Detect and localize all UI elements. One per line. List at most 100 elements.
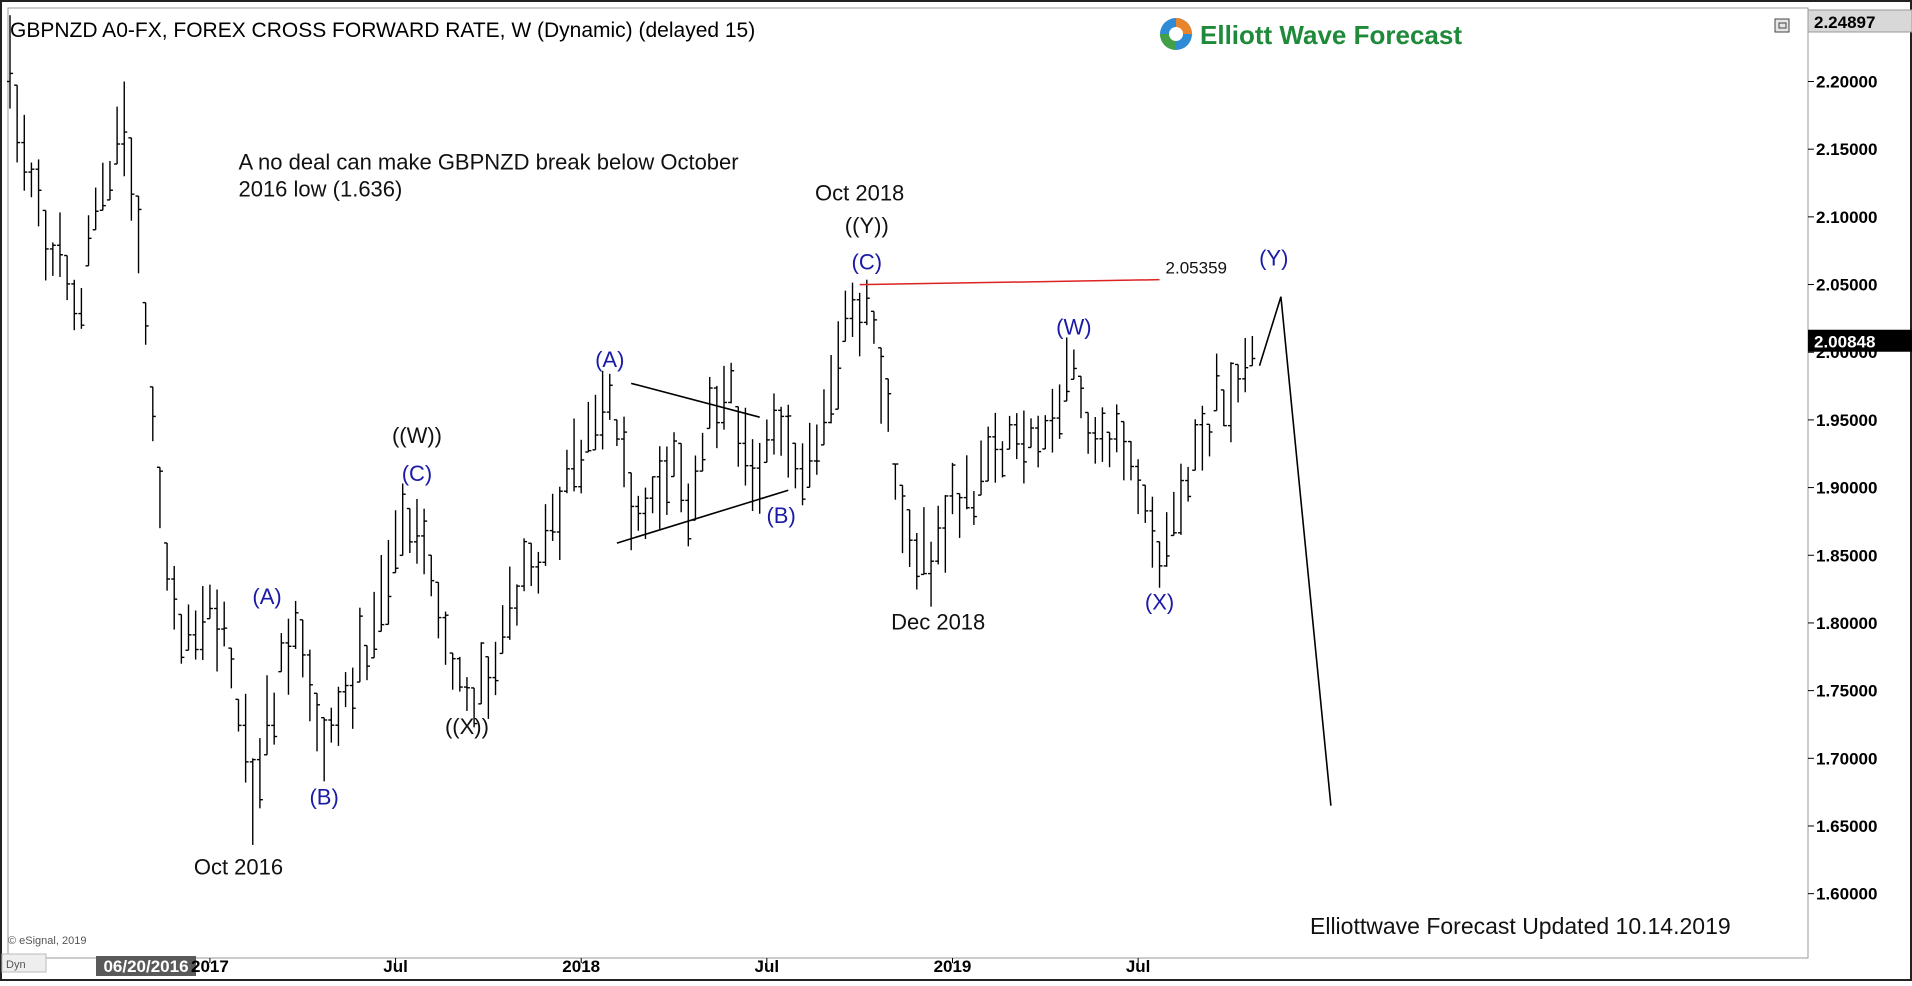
price-bar [1177,463,1184,535]
annotations: Oct 2016 Oct 2018 Dec 2018 A no deal can ma… [194,149,985,879]
price-tick-label: 2.05000 [1816,276,1877,295]
price-bar [235,698,242,732]
date-axis: 06/20/2016 2017 Jul 2018 Jul 2019 Jul [8,956,1808,976]
chart-annotation: A no deal can make GBPNZD break below Oc… [238,149,738,174]
chart-annotation: 2016 low (1.636) [238,177,402,202]
price-bar [292,600,299,649]
price-bar [928,541,935,607]
triangle-upper [630,382,760,418]
price-bar [920,507,927,576]
corner-label: Dyn [1,953,47,973]
price-bar [399,483,406,557]
price-bar [378,555,385,633]
price-bar [406,507,413,553]
price-axis: 2.200002.150002.100002.050002.000001.950… [1807,9,1912,904]
price-bar [956,492,963,538]
wave-label: ((W)) [392,423,442,448]
price-bar [628,472,635,551]
price-bar [64,254,71,301]
price-bar [728,362,735,404]
price-bar [656,446,663,529]
price-bar [1213,353,1220,412]
price-bar [963,455,970,510]
wave-label: (B) [309,784,338,809]
top-price-label: 2.24897 [1814,13,1875,32]
price-bar [14,84,21,163]
price-bar [913,532,920,590]
price-bar [685,483,692,547]
price-bar [1235,363,1242,403]
price-bar [542,504,549,566]
price-bar [842,290,849,343]
svg-text:Dyn: Dyn [6,959,26,971]
price-bar [549,493,556,541]
price-bar [699,432,706,472]
logo-globe-icon [1160,18,1192,50]
price-bar [806,422,813,488]
chart-annotation: Oct 2018 [815,181,904,206]
price-bar [1227,362,1234,443]
price-bar [621,416,628,488]
price-bar [471,687,478,728]
price-bar [678,442,685,513]
price-bar [314,692,321,752]
price-bar [1042,415,1049,450]
price-bar [849,282,856,337]
date-tick-label: Jul [383,957,408,976]
price-bar [1078,375,1084,419]
wave-label: (X) [1145,589,1174,614]
price-bar [335,686,342,746]
price-bar [485,656,492,719]
price-bar [106,160,113,201]
price-bar [178,613,185,664]
price-bar [56,212,63,277]
price-bar [592,394,599,451]
price-bar [28,162,35,198]
price-bar [763,419,770,464]
date-tick-label: Jul [755,957,780,976]
price-bar [413,498,420,564]
price-bar [492,641,499,696]
price-bar [256,738,263,809]
price-bar [449,652,456,690]
price-bar [785,404,792,478]
window-button-icon[interactable] [1774,18,1790,33]
price-bar [392,510,399,574]
price-bar [1170,491,1177,537]
price-bar [949,462,956,515]
copyright-text: © eSignal, 2019 [8,935,86,947]
price-bar [878,347,885,424]
price-bar [899,484,906,554]
price-bar [1013,413,1020,460]
price-bar [828,354,835,424]
date-tick-label: 2017 [191,957,229,976]
price-bar [1156,541,1163,588]
price-bar [1220,389,1227,427]
price-bar [978,440,985,496]
price-bar [735,405,742,467]
price-bar [1085,411,1092,454]
price-bar [906,509,913,567]
price-bar [271,692,278,745]
price-bar [1063,337,1070,402]
price-bar [749,439,756,512]
price-bar [870,310,877,344]
date-tick-label: Jul [1126,957,1151,976]
price-bar [42,209,49,281]
price-bar [506,566,513,640]
price-bars [7,15,1256,845]
price-bar [1206,423,1213,457]
price-bar [1127,440,1134,481]
price-tick-label: 1.90000 [1816,479,1877,498]
triangle-lower [616,489,789,544]
price-tick-label: 1.70000 [1816,749,1877,768]
price-bar [563,449,570,494]
price-bar [885,378,892,432]
price-bar [192,610,199,660]
price-bar [299,619,306,678]
price-bar [606,373,613,420]
price-bar [1199,405,1206,471]
price-bar [421,508,428,575]
price-bar [585,401,592,453]
